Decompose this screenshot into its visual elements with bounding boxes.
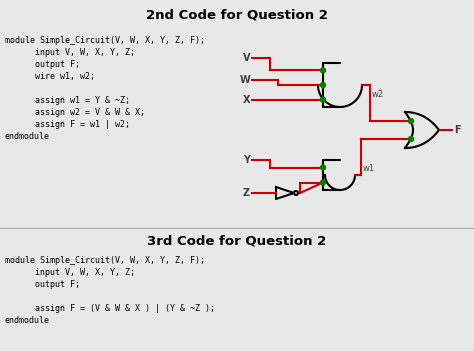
Text: assign F = (V & W & X ) | (Y & ~Z );: assign F = (V & W & X ) | (Y & ~Z ); [5,304,215,313]
Text: Y: Y [243,155,250,165]
Circle shape [409,137,413,141]
Text: V: V [243,53,250,63]
Text: input V, W, X, Y, Z;: input V, W, X, Y, Z; [5,48,135,57]
Text: W: W [239,75,250,85]
Text: w2: w2 [372,90,384,99]
Text: 3rd Code for Question 2: 3rd Code for Question 2 [147,235,327,248]
Text: endmodule: endmodule [5,132,50,141]
Text: output F;: output F; [5,280,80,289]
Circle shape [320,97,326,102]
Circle shape [320,180,326,185]
Text: wire w1, w2;: wire w1, w2; [5,72,95,81]
Text: endmodule: endmodule [5,316,50,325]
Text: X: X [243,95,250,105]
Text: 2nd Code for Question 2: 2nd Code for Question 2 [146,8,328,21]
Text: module Simple_Circuit(V, W, X, Y, Z, F);: module Simple_Circuit(V, W, X, Y, Z, F); [5,36,205,45]
Text: module Simple_Circuit(V, W, X, Y, Z, F);: module Simple_Circuit(V, W, X, Y, Z, F); [5,256,205,265]
Text: output F;: output F; [5,60,80,69]
Text: w1: w1 [363,164,375,173]
Text: assign w1 = Y & ~Z;: assign w1 = Y & ~Z; [5,96,130,105]
Text: input V, W, X, Y, Z;: input V, W, X, Y, Z; [5,268,135,277]
Text: assign F = w1 | w2;: assign F = w1 | w2; [5,120,130,129]
Text: assign w2 = V & W & X;: assign w2 = V & W & X; [5,108,145,117]
Circle shape [320,68,326,73]
Circle shape [409,119,413,124]
Text: Z: Z [243,188,250,198]
Text: F: F [454,125,461,135]
Circle shape [320,165,326,170]
Circle shape [320,82,326,87]
